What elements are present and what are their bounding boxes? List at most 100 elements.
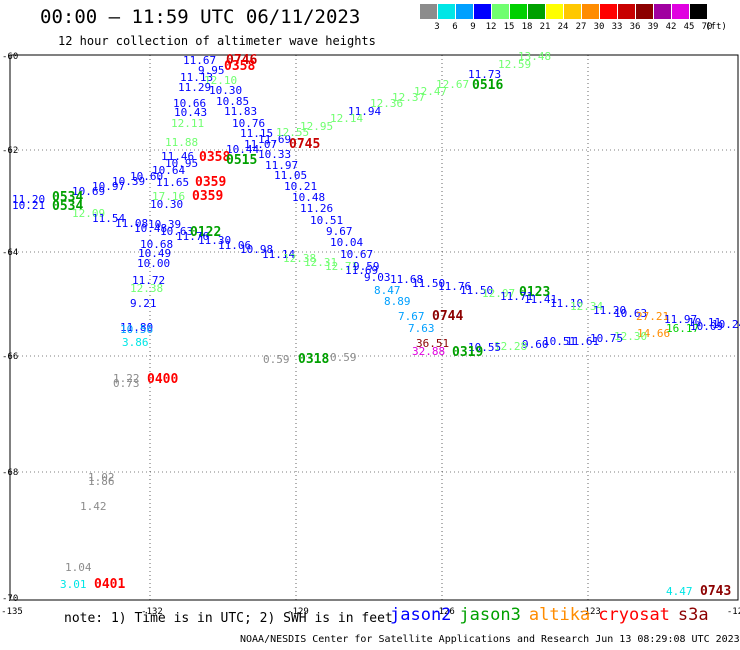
wave-height-label: 11.06 — [218, 239, 251, 252]
wave-height-label: 3.01 — [60, 578, 87, 591]
wave-height-label: 11.05 — [274, 169, 307, 182]
pass-time-label: 0319 — [452, 345, 483, 360]
legend-label: 70 — [701, 22, 713, 32]
wave-height-label: 10.21 — [12, 199, 45, 212]
legend-swatch — [546, 4, 563, 19]
legend-label: 3 — [434, 22, 440, 32]
wave-height-label: 12.95 — [300, 120, 333, 133]
page-title: 00:00 — 11:59 UTC 06/11/2023 — [40, 6, 361, 28]
wave-height-label: 10.11 — [688, 316, 721, 329]
wave-height-label: 11.30 — [198, 234, 231, 247]
wave-height-label: 10.49 — [138, 247, 171, 260]
wave-height-label: 11.41 — [524, 293, 557, 306]
wave-height-label: 0.59 — [263, 353, 290, 366]
wave-height-label: 11.46 — [161, 150, 194, 163]
pass-time-label: 0515 — [226, 153, 257, 168]
wave-height-label: 11.20 — [12, 193, 45, 206]
wave-height-label: 10.21 — [284, 180, 317, 193]
latitude-label: -68 — [2, 468, 18, 478]
legend-swatch — [510, 4, 527, 19]
pass-time-label: 0318 — [298, 352, 329, 367]
wave-height-label: 13.48 — [518, 50, 551, 63]
wave-height-label: 9.95 — [198, 64, 225, 77]
wave-height-label: 4.47 — [666, 585, 693, 598]
wave-height-label: 10.69 — [72, 185, 105, 198]
pass-time-label: 0400 — [147, 372, 178, 387]
wave-height-label: 10.43 — [174, 106, 207, 119]
legend-label: 45 — [683, 22, 695, 32]
wave-height-label: 11.88 — [165, 136, 198, 149]
wave-height-label: 12.28 — [494, 340, 527, 353]
wave-height-label: 11.80 — [120, 321, 153, 334]
wave-height-label: 36.51 — [416, 337, 449, 350]
wave-height-label: 11.50 — [460, 284, 493, 297]
wave-height-label: 3.86 — [122, 336, 149, 349]
credit-line: NOAA/NESDIS Center for Satellite Applica… — [240, 634, 740, 645]
wave-height-label: 10.68 — [140, 238, 173, 251]
wave-height-label: 8.89 — [384, 295, 411, 308]
pass-time-label: 0359 — [192, 189, 223, 204]
wave-height-label: 10.30 — [150, 198, 183, 211]
legend-label: 42 — [665, 22, 677, 32]
wave-height-label: 12.09 — [72, 207, 105, 220]
wave-height-label: 12.38 — [130, 282, 163, 295]
wave-height-label: 10.64 — [152, 164, 185, 177]
wave-height-label: 10.67 — [340, 248, 373, 261]
pass-time-label: 0743 — [700, 584, 731, 599]
longitude-label: -123 — [579, 607, 601, 617]
wave-height-label: 10.00 — [137, 257, 170, 270]
pass-time-label: 0534 — [52, 190, 83, 205]
pass-time-label: 0534 — [52, 199, 83, 214]
wave-height-label: 7.63 — [408, 322, 435, 335]
wave-height-label: 12.37 — [392, 91, 425, 104]
pass-time-label: 0358 — [224, 59, 255, 74]
legend-label: 21 — [539, 22, 551, 32]
legend-label: 27 — [575, 22, 587, 32]
latitude-label: -64 — [2, 248, 18, 258]
wave-height-label: 12.07 — [482, 287, 515, 300]
wave-height-label: 11.67 — [183, 54, 216, 67]
wave-height-label: 10.98 — [240, 243, 273, 256]
wave-height-label: 10.04 — [330, 236, 363, 249]
wave-height-label: 12.67 — [436, 78, 469, 91]
wave-height-label: 10.75 — [590, 332, 623, 345]
wave-height-label: 7.67 — [398, 310, 425, 323]
wave-height-label: 11.07 — [244, 138, 277, 151]
wave-height-label: 1.42 — [80, 500, 107, 513]
legend-label: 12 — [485, 22, 497, 32]
legend-swatch — [492, 4, 509, 19]
satellite-tracks: 11.67 074603589.9511.1312.1011.2910.3010.… — [12, 50, 740, 599]
legend-swatch — [654, 4, 671, 19]
wave-height-label: 1.22 — [113, 372, 140, 385]
legend-label: 24 — [557, 22, 569, 32]
wave-height-label: 10.33 — [258, 148, 291, 161]
wave-height-label: 12.47 — [414, 85, 447, 98]
wave-height-label: 10.66 — [173, 97, 206, 110]
axis-labels: -135 -132 -129 -126 -123 -12 -60 -62 -64 -66 -68 -7… — [1, 52, 740, 617]
legend-swatch — [600, 4, 617, 19]
wave-height-label: 10.39 — [112, 175, 145, 188]
pass-time-label: 0516 — [472, 78, 503, 93]
wave-height-label: 11.72 — [132, 274, 165, 287]
wave-height-label: 17.16 — [152, 190, 185, 203]
wave-height-label: 10.56 — [120, 323, 153, 336]
legend-swatch — [582, 4, 599, 19]
latitude-label: -66 — [2, 352, 18, 362]
wave-height-label: 11.68 — [390, 273, 423, 286]
wave-height-label: 10.60 — [130, 170, 163, 183]
wave-height-label: 11.97 — [664, 313, 697, 326]
wave-height-label: 10.63 — [160, 225, 193, 238]
wave-height-label: 10.48 — [292, 191, 325, 204]
wave-height-label: 11.14 — [262, 248, 295, 261]
wave-height-label: 10.85 — [216, 95, 249, 108]
legend-label: 6 — [452, 22, 458, 32]
color-legend: (ft) 3 6 9 12 15 18 21 24 27 30 33 36 39 42 45 70 — [420, 4, 728, 36]
wave-height-label: 9.21 — [130, 297, 157, 310]
legend-swatch — [690, 4, 707, 19]
wave-height-label: 0.73 — [113, 377, 140, 390]
legend-swatch — [456, 4, 473, 19]
wave-height-label: 11.71 — [500, 290, 533, 303]
page-subtitle: 12 hour collection of altimeter wave hei… — [58, 34, 376, 48]
wave-height-label: 10.44 — [226, 143, 259, 156]
longitude-label: -126 — [433, 607, 455, 617]
